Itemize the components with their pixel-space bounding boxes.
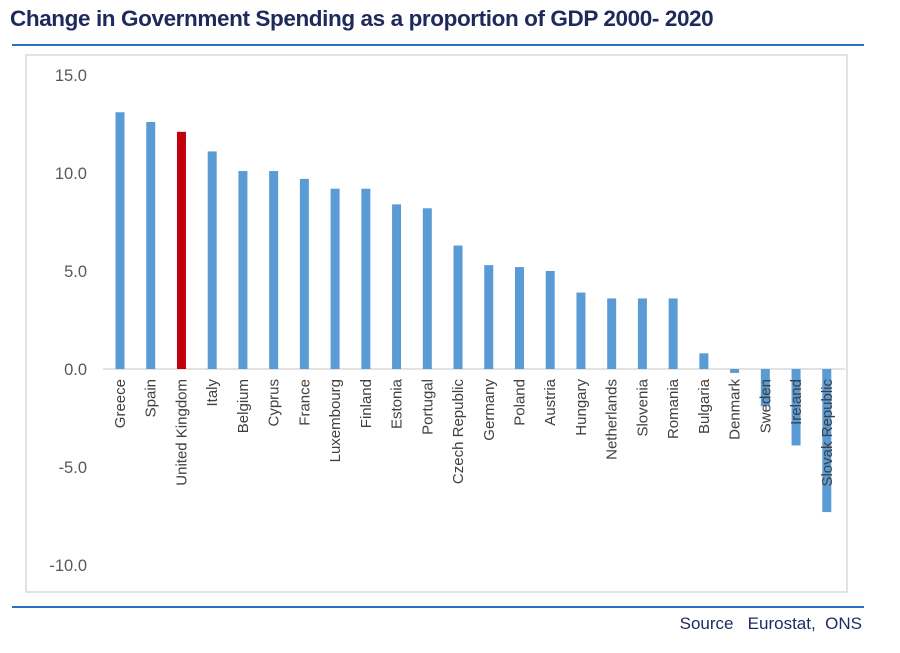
bar-cyprus [269,171,279,369]
x-category-label: Austria [542,378,559,425]
bar-netherlands [607,298,617,369]
bars [115,112,832,513]
y-tick-label: 15.0 [55,67,87,85]
bar-estonia [392,204,402,369]
x-category-label: Italy [204,379,221,407]
x-category-label: Netherlands [604,379,621,460]
x-category-label: Portugal [419,379,436,435]
x-category-label: France [296,379,313,426]
x-category-label: Greece [112,379,129,428]
x-category-label: Ireland [788,379,805,425]
bar-ireland [791,369,801,446]
y-tick-label: 5.0 [64,263,87,281]
x-category-label: Poland [511,379,528,426]
bar-belgium [238,171,248,369]
y-tick-label: -5.0 [59,459,87,477]
x-category-label: Finland [358,379,375,428]
x-category-label: Estonia [389,378,406,429]
y-tick-label: 10.0 [55,165,87,183]
bar-austria [545,271,555,369]
x-category-label: United Kingdom [173,379,190,486]
x-category-label: Belgium [235,379,252,433]
bar-germany [484,265,494,369]
y-tick-label: -10.0 [49,557,87,575]
bar-finland [361,188,371,369]
bar-france [299,178,309,369]
bar-hungary [576,292,586,369]
y-axis: 15.0 10.0 5.0 0.0 -5.0 -10.0 [49,67,87,575]
x-category-label: Spain [143,379,160,417]
x-category-label: Cyprus [266,379,283,427]
x-category-label: Denmark [727,379,744,440]
x-category-label: Luxembourg [327,379,344,462]
footer-rule [12,606,864,608]
bar-portugal [422,208,432,369]
x-category-label: Hungary [573,379,590,436]
bar-spain [146,122,156,369]
title-rule [12,44,864,46]
bar-denmark [730,369,740,373]
bar-slovenia [637,298,647,369]
bar-slovak-republic [822,369,832,513]
y-tick-label: 0.0 [64,361,87,379]
x-category-label: Slovenia [634,378,651,436]
x-axis-labels: Greece Spain United Kingdom Italy Belgium Cyp… [112,378,836,486]
x-category-label: Romania [665,378,682,439]
x-category-label: Sweden [757,379,774,433]
x-category-label: Bulgaria [696,378,713,434]
x-category-label: Czech Republic [450,379,467,485]
x-category-label: Germany [481,379,498,441]
bar-poland [514,267,524,369]
chart-title: Change in Government Spending as a propo… [10,6,714,31]
bar-czech-republic [453,245,463,369]
x-category-label: Slovak Republic [819,379,836,487]
bar-sweden [760,369,770,407]
bar-romania [668,298,678,369]
bar-greece [115,112,125,370]
bar-italy [207,151,217,369]
bar-bulgaria [699,353,709,369]
bar-united-kingdom [176,131,186,369]
bar-luxembourg [330,188,340,369]
plot-frame [25,54,848,593]
source-note: Source Eurostat, ONS [679,614,862,633]
